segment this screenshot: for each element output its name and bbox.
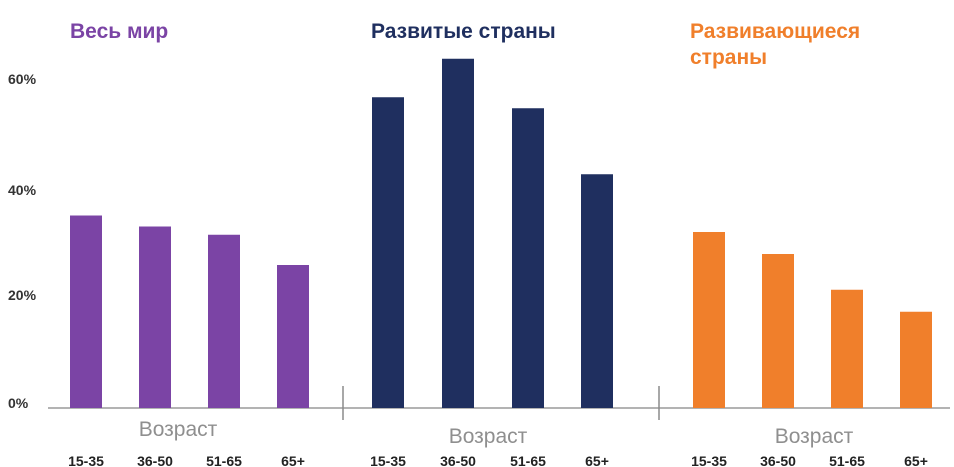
bar-developed-15-35 [372,97,404,408]
panel-title-developing-line1: Развивающиеся [690,20,860,43]
bar-developed-51-65 [512,108,544,408]
panel-title-developed: Развитые страны [371,20,556,43]
x-axis-label-developing: Возраст [775,425,854,448]
x-tick-developing-36-50: 36-50 [760,453,796,467]
y-tick-40: 40% [8,182,37,198]
bar-developed-65+ [581,174,613,408]
x-tick-developing-15-35: 15-35 [691,453,727,467]
y-tick-60: 60% [8,71,37,87]
x-tick-world-65+: 65+ [281,453,305,467]
x-tick-labels: 15-35 36-50 51-65 65+ 15-35 36-50 51-65 65+ 15-3… [68,453,928,467]
x-tick-world-36-50: 36-50 [137,453,173,467]
panel-title-developing-line2: страны [690,46,767,69]
panel-title-world: Весь мир [70,20,168,43]
x-axis-label-world: Возраст [139,418,218,441]
bar-developing-51-65 [831,289,863,408]
x-tick-developing-65+: 65+ [904,453,928,467]
x-tick-developed-51-65: 51-65 [510,453,546,467]
x-tick-world-15-35: 15-35 [68,453,104,467]
y-tick-0: 0% [8,395,29,411]
bar-developing-36-50 [762,254,794,408]
x-tick-world-51-65: 51-65 [206,453,242,467]
bar-developing-15-35 [693,232,725,408]
y-tick-20: 20% [8,287,37,303]
bar-developing-65+ [900,311,932,408]
x-tick-developed-65+: 65+ [585,453,609,467]
x-tick-developed-15-35: 15-35 [370,453,406,467]
bars-layer [70,58,932,408]
bar-world-65+ [277,265,309,408]
x-tick-developed-36-50: 36-50 [440,453,476,467]
bar-world-51-65 [208,234,240,408]
x-axis-label-developed: Возраст [449,425,528,448]
bar-world-36-50 [139,226,171,408]
bar-developed-36-50 [442,58,474,408]
bar-world-15-35 [70,215,102,408]
x-tick-developing-51-65: 51-65 [829,453,865,467]
